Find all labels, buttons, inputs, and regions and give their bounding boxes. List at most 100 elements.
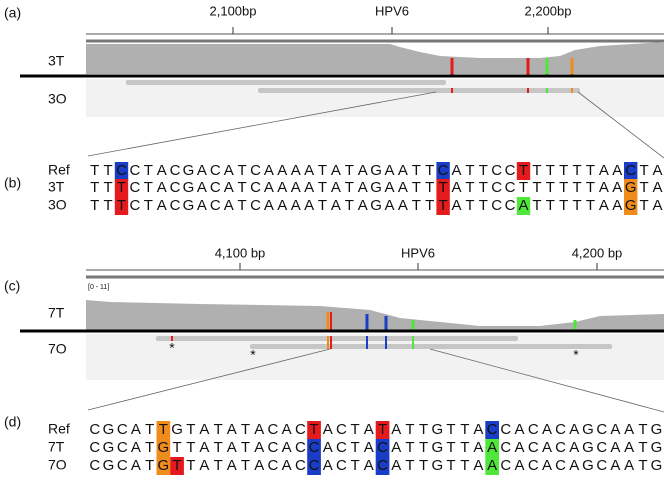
bases: A [487,439,497,456]
bases: C [309,457,320,474]
base-highlight [485,421,499,439]
bases: CGCAT [89,421,154,438]
row-label: 3O [48,197,67,213]
bases: CGCAT [89,457,154,474]
row-label: 3T [48,179,65,195]
ruler-label: HPV6 [401,245,435,260]
bases: ATTGTTA [391,439,483,456]
base-highlight [624,162,638,180]
base-highlight [170,457,184,475]
track-label: 3O [48,91,67,107]
bases: CGCAT [89,439,154,456]
base-highlight [516,197,531,215]
zoom-line [429,348,664,413]
base-highlight [516,162,531,180]
reads-area [86,79,664,117]
bases: C [625,162,636,179]
bases: T [378,421,387,438]
base-highlight [436,197,450,215]
base-highlight [307,457,321,475]
bases: C [487,421,498,438]
panel-label: (d) [4,414,21,430]
bases: A [487,457,497,474]
base-highlight [114,162,129,180]
track-label: 7O [48,341,67,357]
ruler-label: 4,100 bp [215,245,266,260]
bases: ATTCC [451,162,515,179]
bases: TATATACAC [186,457,306,474]
ruler-label: 4,200 bp [572,245,623,260]
base-highlight [156,421,171,439]
bases: T [439,179,448,196]
bases: C [309,439,320,456]
bases: ATTCCTTTTTTAA [451,179,622,196]
base-highlight [485,439,499,457]
base-highlight [307,439,321,457]
ruler-label: 2,100bp [210,3,257,18]
bases: CTACGACATCAAAATATAGAATT [129,179,434,196]
bases: T [117,197,126,214]
bases: T [159,421,168,438]
bases: TTTTTAA [532,162,622,179]
base-highlight [436,162,450,180]
base-highlight [114,179,129,197]
bases: C [438,162,449,179]
track-label: 7T [48,305,65,321]
base-highlight [307,421,321,439]
base-highlight [624,197,638,215]
row-label: 7T [48,439,65,455]
bases: TA [640,197,663,214]
read [250,344,612,349]
bases: ACTA [323,439,374,456]
bases: T [173,457,182,474]
bases: CACACAGCAATG [500,439,662,456]
base-highlight [156,439,171,457]
row-label: Ref [48,162,70,178]
ruler-label: 2,200bp [525,3,572,18]
base-highlight [375,421,390,439]
row-label: Ref [48,421,70,437]
bases: C [377,457,388,474]
track-label: 3T [48,53,65,69]
bases: C [116,162,127,179]
bases: CACACAGCAATG [500,421,662,438]
base-highlight [375,439,390,457]
bases: CACACAGCAATG [500,457,662,474]
base-highlight [485,457,499,475]
panel-label: (a) [4,5,21,21]
bases: ATTGTTA [391,457,483,474]
bases: T [309,421,318,438]
bases: T [439,197,448,214]
bases: GTATATACAC [171,421,306,438]
base-highlight [114,197,129,215]
range-label: [0 - 11] [88,284,109,291]
base-highlight [624,179,638,197]
bases: TT [90,179,113,196]
bases: C [377,439,388,456]
bases: A [518,197,528,214]
zoom-line [87,91,437,157]
bases: TT [90,162,113,179]
read [156,336,518,341]
read [258,88,580,93]
zoom-line [577,91,664,159]
row-label: 7O [48,457,67,473]
panel-label: (c) [4,278,20,294]
bases: ATTGTTA [391,421,483,438]
bases: TA [640,162,663,179]
bases: CTACGACATCAAAATATAGAATT [129,162,434,179]
base-highlight [436,179,450,197]
bases: ACTA [323,421,374,438]
bases: TA [640,179,663,196]
bases: G [157,457,169,474]
base-highlight [375,457,390,475]
bases: G [157,439,169,456]
asterisk: * [250,347,256,363]
zoom-line [87,348,331,411]
coverage [86,42,664,74]
panel-label: (b) [4,175,21,191]
bases: G [625,197,637,214]
coverage [86,300,664,330]
bases: T [519,162,528,179]
